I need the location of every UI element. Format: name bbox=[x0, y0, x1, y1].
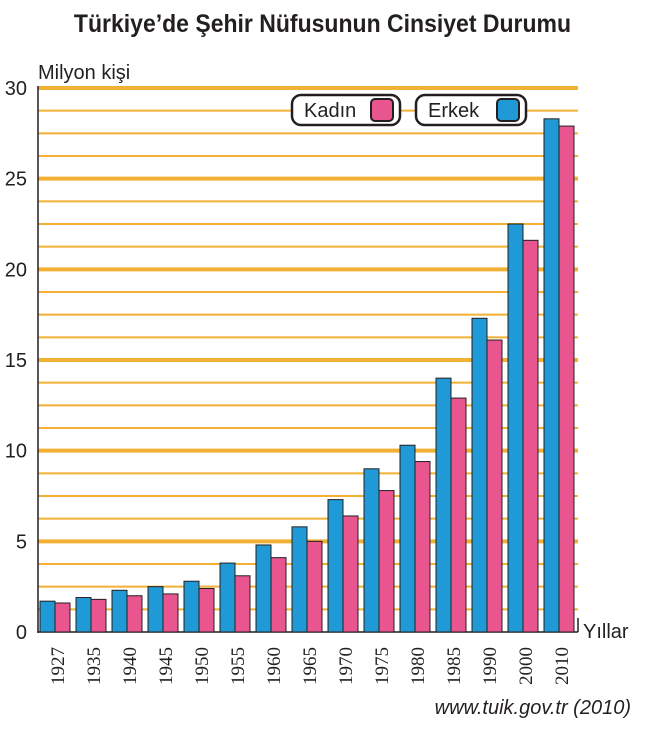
legend-item-erkek: Erkek bbox=[414, 93, 528, 127]
bar-kadin-1927 bbox=[54, 602, 71, 633]
bar-erkek-1985 bbox=[435, 377, 452, 633]
x-tick-label: 1960 bbox=[264, 647, 285, 685]
x-tick-labels: 1927 1935 1940 1945 1950 1955 1960 1965 1970 1975… bbox=[48, 647, 573, 685]
legend-swatch bbox=[496, 98, 520, 122]
y-tick-label: 25 bbox=[5, 169, 27, 191]
bar-erkek-1975 bbox=[363, 468, 380, 633]
x-tick-label: 1965 bbox=[300, 647, 321, 685]
bar-erkek-1965 bbox=[291, 526, 308, 633]
x-tick-label: 1950 bbox=[192, 647, 213, 685]
bar-kadin-1945 bbox=[162, 593, 179, 633]
bar-erkek-1960 bbox=[255, 544, 272, 633]
legend-label: Erkek bbox=[428, 100, 480, 122]
bar-erkek-1970 bbox=[327, 499, 344, 633]
y-tick-label: 20 bbox=[5, 259, 27, 281]
x-tick-label: 1990 bbox=[480, 647, 501, 685]
bar-kadin-1965 bbox=[306, 540, 323, 633]
bar-kadin-1970 bbox=[342, 515, 359, 633]
bar-kadin-2000 bbox=[522, 239, 539, 633]
x-tick-label: 1955 bbox=[228, 647, 249, 685]
bar-kadin-1960 bbox=[270, 557, 287, 633]
x-tick-label: 1935 bbox=[84, 647, 105, 685]
bar-erkek-1955 bbox=[219, 562, 236, 633]
bar-erkek-1945 bbox=[147, 586, 164, 633]
bar-erkek-1935 bbox=[75, 597, 92, 633]
y-tick-label: 15 bbox=[5, 350, 27, 372]
legend-label: Kadın bbox=[304, 100, 356, 122]
y-tick-label: 30 bbox=[5, 78, 27, 100]
chart-title: Türkiye’de Şehir Nüfusunun Cinsiyet Duru… bbox=[73, 10, 572, 38]
bar-kadin-1990 bbox=[486, 339, 503, 633]
x-tick-label: 1945 bbox=[156, 647, 177, 685]
bar-erkek-2000 bbox=[507, 223, 524, 633]
x-tick-label: 1985 bbox=[444, 647, 465, 685]
x-tick-label: 1940 bbox=[120, 647, 141, 685]
x-axis-label: Yıllar bbox=[583, 621, 629, 643]
y-tick-label: 0 bbox=[16, 622, 27, 644]
bar-erkek-2010 bbox=[543, 118, 560, 633]
y-tick-label: 5 bbox=[16, 531, 27, 553]
legend: Kadın Erkek bbox=[290, 93, 528, 127]
legend-swatch bbox=[370, 98, 394, 122]
source-note: www.tuik.gov.tr (2010) bbox=[434, 697, 631, 719]
bars bbox=[39, 118, 575, 633]
bar-erkek-1940 bbox=[111, 589, 128, 633]
x-tick-label: 2010 bbox=[552, 647, 573, 685]
bar-erkek-1990 bbox=[471, 317, 488, 633]
bar-kadin-1935 bbox=[90, 598, 107, 633]
x-tick-label: 1927 bbox=[48, 647, 69, 685]
bar-kadin-1950 bbox=[198, 587, 215, 633]
y-axis-label: Milyon kişi bbox=[38, 62, 130, 84]
bar-erkek-1950 bbox=[183, 580, 200, 633]
bar-kadin-2010 bbox=[558, 125, 575, 633]
legend-item-kadin: Kadın bbox=[290, 93, 402, 127]
x-tick-label: 1970 bbox=[336, 647, 357, 685]
bar-kadin-1940 bbox=[126, 595, 143, 633]
bar-kadin-1955 bbox=[234, 575, 251, 633]
x-tick-label: 1975 bbox=[372, 647, 393, 685]
bar-erkek-1927 bbox=[39, 600, 56, 633]
bar-kadin-1985 bbox=[450, 397, 467, 633]
x-tick-label: 1980 bbox=[408, 647, 429, 685]
y-tick-label: 10 bbox=[5, 441, 27, 463]
x-tick-label: 2000 bbox=[516, 647, 537, 685]
bar-kadin-1980 bbox=[414, 461, 431, 633]
bar-erkek-1980 bbox=[399, 444, 416, 633]
bar-kadin-1975 bbox=[378, 490, 395, 633]
y-tick-labels: 0 5 10 15 20 25 30 bbox=[5, 78, 27, 644]
